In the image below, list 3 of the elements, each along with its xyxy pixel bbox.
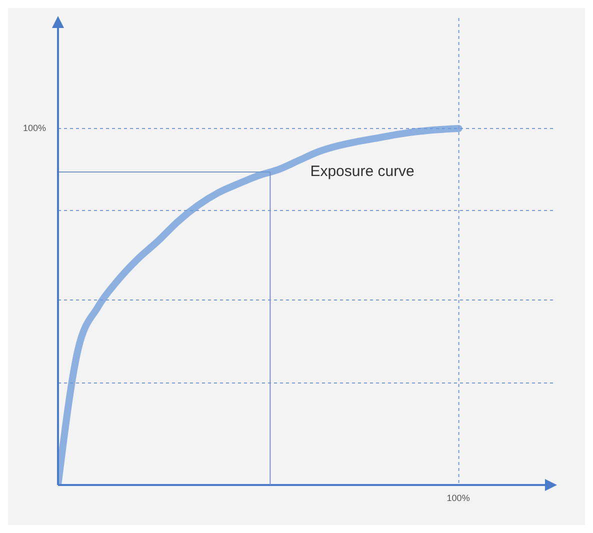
annotation: Exposure curve	[310, 163, 414, 180]
text: 100%	[22, 122, 46, 132]
text: 100%	[446, 493, 470, 503]
